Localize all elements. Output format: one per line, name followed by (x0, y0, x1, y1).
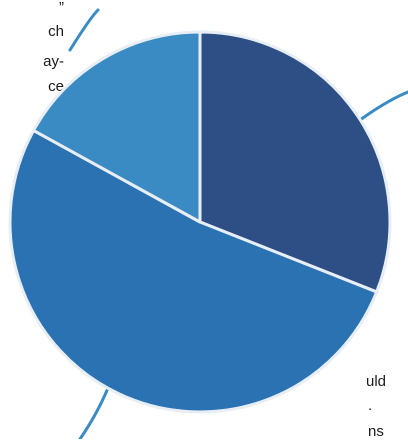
text-fragment: ” (59, 0, 64, 16)
text-fragment: ce (48, 78, 64, 95)
text-fragment: ay- (43, 53, 64, 70)
leader-line (358, 90, 408, 122)
text-fragment: ch (48, 23, 64, 40)
pie-slice (8, 128, 379, 414)
leader-line (68, 8, 100, 52)
text-fragment: . (368, 397, 373, 414)
pie-slice (198, 30, 392, 294)
text-fragment: ns (368, 423, 384, 440)
pie-slices (8, 30, 392, 414)
pie-slice (32, 30, 202, 224)
text-fragment: uld (366, 373, 387, 390)
